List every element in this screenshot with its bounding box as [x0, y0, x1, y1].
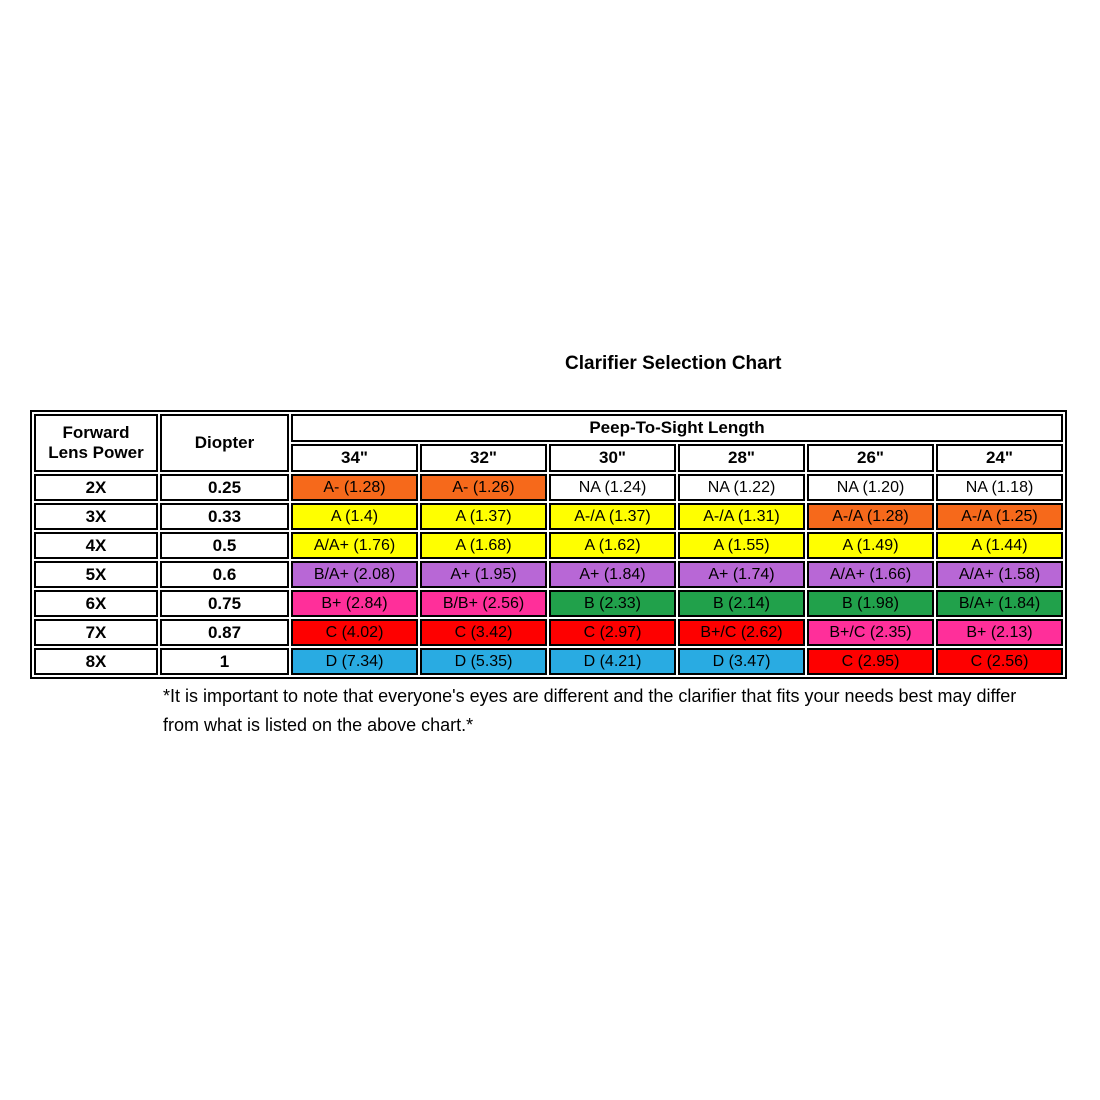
diopter-cell: 0.33	[160, 503, 289, 530]
clarifier-cell: A-/A (1.28)	[807, 503, 934, 530]
clarifier-cell: B/B+ (2.56)	[420, 590, 547, 617]
clarifier-cell: A/A+ (1.58)	[936, 561, 1063, 588]
clarifier-cell: D (4.21)	[549, 648, 676, 675]
clarifier-cell: C (3.42)	[420, 619, 547, 646]
clarifier-cell: D (7.34)	[291, 648, 418, 675]
peep-to-sight-length-header: Peep-To-Sight Length	[291, 414, 1063, 442]
clarifier-cell: B/A+ (1.84)	[936, 590, 1063, 617]
clarifier-cell: NA (1.20)	[807, 474, 934, 501]
clarifier-cell: A (1.55)	[678, 532, 805, 559]
header-row-group: Forward Lens Power Diopter Peep-To-Sight…	[34, 414, 1063, 472]
clarifier-cell: B+ (2.13)	[936, 619, 1063, 646]
clarifier-cell: A+ (1.95)	[420, 561, 547, 588]
lens-power-cell: 4X	[34, 532, 158, 559]
length-col-32: 32"	[420, 444, 547, 472]
table-row: 2X 0.25 A- (1.28) A- (1.26) NA (1.24) NA (1.2…	[34, 474, 1063, 501]
clarifier-cell: B (2.14)	[678, 590, 805, 617]
lens-power-cell: 5X	[34, 561, 158, 588]
clarifier-cell: A-/A (1.25)	[936, 503, 1063, 530]
lens-power-cell: 3X	[34, 503, 158, 530]
length-col-26: 26"	[807, 444, 934, 472]
clarifier-cell: A (1.37)	[420, 503, 547, 530]
clarifier-cell: A- (1.28)	[291, 474, 418, 501]
clarifier-cell: A/A+ (1.76)	[291, 532, 418, 559]
diopter-cell: 0.5	[160, 532, 289, 559]
clarifier-cell: C (2.56)	[936, 648, 1063, 675]
clarifier-cell: B (1.98)	[807, 590, 934, 617]
length-col-28: 28"	[678, 444, 805, 472]
diopter-header: Diopter	[160, 414, 289, 472]
length-col-34: 34"	[291, 444, 418, 472]
lens-power-cell: 6X	[34, 590, 158, 617]
clarifier-cell: A (1.44)	[936, 532, 1063, 559]
clarifier-cell: A+ (1.74)	[678, 561, 805, 588]
forward-lens-power-line2: Lens Power	[48, 443, 144, 462]
clarifier-cell: A-/A (1.37)	[549, 503, 676, 530]
footnote: *It is important to note that everyone's…	[163, 686, 1017, 735]
diopter-cell: 0.25	[160, 474, 289, 501]
clarifier-cell: B/A+ (2.08)	[291, 561, 418, 588]
diopter-cell: 0.75	[160, 590, 289, 617]
table-row: 7X 0.87 C (4.02) C (3.42) C (2.97) B+/C (2.62…	[34, 619, 1063, 646]
length-col-30: 30"	[549, 444, 676, 472]
forward-lens-power-line1: Forward	[62, 423, 130, 442]
clarifier-cell: D (3.47)	[678, 648, 805, 675]
clarifier-cell: NA (1.24)	[549, 474, 676, 501]
table-row: 6X 0.75 B+ (2.84) B/B+ (2.56) B (2.33) B (2.1…	[34, 590, 1063, 617]
lens-power-cell: 7X	[34, 619, 158, 646]
clarifier-cell: D (5.35)	[420, 648, 547, 675]
diopter-cell: 0.6	[160, 561, 289, 588]
clarifier-cell: A-/A (1.31)	[678, 503, 805, 530]
clarifier-cell: A+ (1.84)	[549, 561, 676, 588]
clarifier-cell: A (1.62)	[549, 532, 676, 559]
table-row: 4X 0.5 A/A+ (1.76) A (1.68) A (1.62) A (1.55)…	[34, 532, 1063, 559]
clarifier-cell: A (1.68)	[420, 532, 547, 559]
table-row: 3X 0.33 A (1.4) A (1.37) A-/A (1.37) A-/A (1.…	[34, 503, 1063, 530]
clarifier-cell: C (2.97)	[549, 619, 676, 646]
clarifier-cell: B+/C (2.35)	[807, 619, 934, 646]
table-row: 5X 0.6 B/A+ (2.08) A+ (1.95) A+ (1.84) A+ (1.…	[34, 561, 1063, 588]
header-row-lengths: 34" 32" 30" 28" 26" 24"	[34, 444, 1063, 472]
length-col-24: 24"	[936, 444, 1063, 472]
clarifier-cell: A- (1.26)	[420, 474, 547, 501]
clarifier-cell: B+ (2.84)	[291, 590, 418, 617]
lens-power-cell: 8X	[34, 648, 158, 675]
diopter-cell: 1	[160, 648, 289, 675]
diopter-cell: 0.87	[160, 619, 289, 646]
clarifier-selection-table: Forward Lens Power Diopter Peep-To-Sight…	[30, 410, 1067, 679]
clarifier-cell: C (4.02)	[291, 619, 418, 646]
clarifier-cell: A (1.49)	[807, 532, 934, 559]
clarifier-cell: NA (1.22)	[678, 474, 805, 501]
clarifier-cell: C (2.95)	[807, 648, 934, 675]
clarifier-cell: A (1.4)	[291, 503, 418, 530]
lens-power-cell: 2X	[34, 474, 158, 501]
table-body: 2X 0.25 A- (1.28) A- (1.26) NA (1.24) NA (1.2…	[34, 474, 1063, 675]
clarifier-cell: B+/C (2.62)	[678, 619, 805, 646]
clarifier-cell: A/A+ (1.66)	[807, 561, 934, 588]
page-title: Clarifier Selection Chart	[565, 353, 782, 374]
forward-lens-power-header: Forward Lens Power	[34, 414, 158, 472]
clarifier-cell: B (2.33)	[549, 590, 676, 617]
clarifier-cell: NA (1.18)	[936, 474, 1063, 501]
table-row: 8X 1 D (7.34) D (5.35) D (4.21) D (3.47) C (2.…	[34, 648, 1063, 675]
